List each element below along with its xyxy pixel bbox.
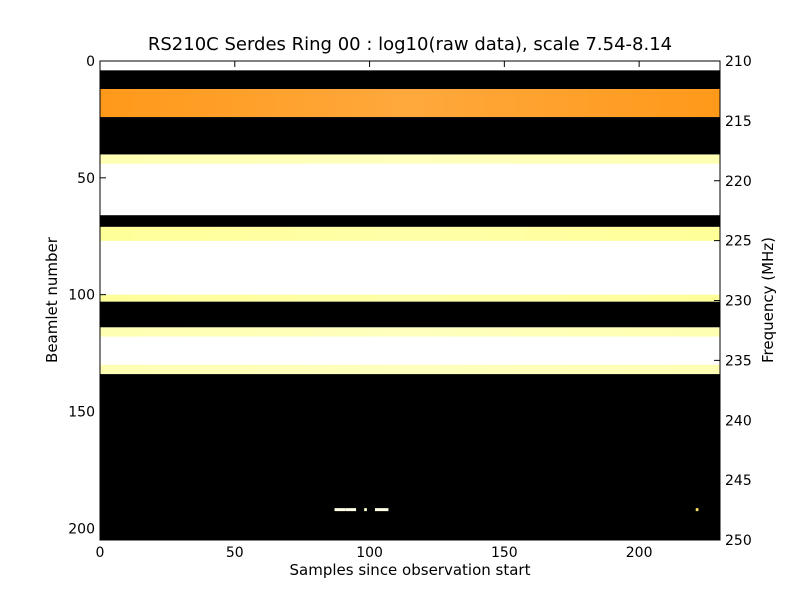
y-axis-right-ticks: 210 215 220 225 230 235 240 245 250	[714, 54, 752, 549]
y-tick-label: 200	[68, 521, 95, 537]
heatmap-row	[100, 240, 720, 295]
y-axis-label: Beamlet number	[43, 237, 61, 363]
heatmap-hotspot	[334, 508, 346, 512]
heatmap-row	[100, 61, 720, 71]
heatmap-hotspot	[345, 508, 357, 512]
x-axis-ticks: 0 50 100 150 200	[96, 61, 653, 561]
y-right-tick-label: 240	[725, 413, 752, 429]
heatmap-row	[100, 163, 720, 216]
y-right-tick-label: 230	[725, 294, 752, 310]
heatmap-hotspots	[334, 508, 699, 512]
y-right-tick-label: 210	[725, 54, 752, 70]
heatmap-row	[100, 117, 720, 155]
heatmap-row	[100, 374, 720, 540]
y-right-tick-label: 235	[725, 353, 752, 369]
chart-title: RS210C Serdes Ring 00 : log10(raw data),…	[147, 34, 673, 55]
heatmap-row-texture	[100, 327, 720, 337]
x-tick-label: 200	[626, 545, 653, 561]
heatmap-row	[100, 215, 720, 227]
heatmap-hotspot	[364, 508, 367, 512]
heatmap-rows	[100, 61, 720, 540]
y-right-tick-label: 220	[725, 174, 752, 190]
x-tick-label: 150	[491, 545, 518, 561]
y-tick-label: 100	[68, 288, 95, 304]
heatmap-row	[100, 70, 720, 90]
heatmap-row-texture	[100, 154, 720, 164]
heatmap-row-texture	[100, 89, 720, 118]
heatmap-row-texture	[100, 226, 720, 241]
y-right-tick-label: 250	[725, 533, 752, 549]
x-axis-label: Samples since observation start	[289, 561, 531, 579]
x-tick-label: 50	[226, 545, 244, 561]
heatmap-row	[100, 336, 720, 365]
x-tick-label: 100	[356, 545, 383, 561]
heatmap-row-texture	[100, 294, 720, 302]
heatmap-hotspot	[695, 508, 699, 512]
y-tick-label: 50	[77, 171, 95, 187]
heatmap-row-texture	[100, 364, 720, 375]
heatmap-hotspot	[374, 508, 389, 512]
y-axis-right-label: Frequency (MHz)	[759, 236, 777, 364]
y-tick-label: 0	[86, 54, 95, 70]
y-right-tick-label: 245	[725, 473, 752, 489]
y-axis-left-ticks: 0 50 100 150 200	[68, 54, 106, 537]
heatmap-row	[100, 301, 720, 328]
y-right-tick-label: 215	[725, 114, 752, 130]
y-right-tick-label: 225	[725, 234, 752, 250]
x-tick-label: 0	[96, 545, 105, 561]
y-tick-label: 150	[68, 404, 95, 420]
